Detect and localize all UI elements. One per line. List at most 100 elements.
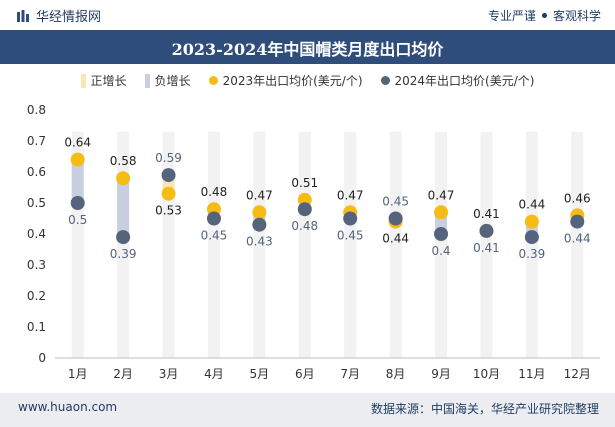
data-label-2024: 0.4 <box>431 244 450 258</box>
separator-dot-icon <box>541 13 547 18</box>
y-tick-label: 0.8 <box>27 103 46 117</box>
data-label-2023: 0.44 <box>519 198 546 212</box>
point-2024 <box>206 211 221 226</box>
x-tick-label: 2月 <box>113 367 133 381</box>
brand-name: 华经情报网 <box>36 10 102 25</box>
x-tick-label: 1月 <box>68 367 88 381</box>
y-tick-label: 0 <box>38 351 46 365</box>
point-2024 <box>388 211 403 226</box>
brand-logo-icon <box>17 9 29 22</box>
data-label-2024: 0.43 <box>246 235 273 249</box>
data-label-2023: 0.53 <box>155 204 182 218</box>
data-label-2023: 0.47 <box>246 188 273 202</box>
data-label-2023: 0.51 <box>291 176 318 190</box>
x-tick-label: 7月 <box>340 367 360 381</box>
point-2023 <box>524 214 539 229</box>
y-tick-label: 0.1 <box>27 320 46 334</box>
x-tick-label: 5月 <box>250 367 270 381</box>
change-bar-negative <box>71 159 84 203</box>
data-label-2024: 0.39 <box>110 247 137 261</box>
data-label-2024: 0.39 <box>519 247 546 261</box>
legend-label-negative: 负增长 <box>154 74 191 88</box>
data-label-2024: 0.5 <box>68 213 87 227</box>
point-2023 <box>161 186 176 201</box>
top-bar: 华经情报网 专业严谨 客观科学 <box>0 0 615 30</box>
category-band <box>480 131 493 358</box>
tagline-right: 客观科学 <box>552 9 601 23</box>
footer-source: 数据来源：中国海关，华经产业研究院整理 <box>370 402 599 416</box>
point-2024 <box>161 168 176 183</box>
point-2024 <box>297 202 312 217</box>
data-label-2024: 0.41 <box>473 241 500 255</box>
data-label-2024: 0.44 <box>564 232 591 246</box>
legend-item-negative: 负增长 <box>144 72 191 89</box>
data-label-2023: 0.46 <box>564 191 591 205</box>
point-2024 <box>524 230 539 245</box>
category-band <box>344 131 357 358</box>
y-tick-label: 0.2 <box>27 289 46 303</box>
point-2023 <box>70 152 85 167</box>
point-2024 <box>116 230 131 245</box>
y-tick-label: 0.7 <box>27 134 46 148</box>
category-band <box>525 131 538 358</box>
point-2024 <box>70 196 85 210</box>
point-2023 <box>116 171 131 186</box>
legend-swatch-2024 <box>380 76 390 85</box>
change-bar-negative <box>117 178 130 238</box>
point-2024 <box>252 217 267 232</box>
category-band <box>298 131 311 358</box>
brand: 华经情报网 <box>16 6 101 25</box>
legend-swatch-2023 <box>208 76 218 85</box>
y-tick-label: 0.6 <box>27 165 46 179</box>
x-tick-label: 3月 <box>159 367 179 381</box>
legend-item-2023: 2023年出口均价(美元/个) <box>208 72 363 89</box>
data-label-2023: 0.41 <box>473 207 500 221</box>
y-tick-label: 0.3 <box>27 258 46 272</box>
legend-swatch-negative <box>144 73 150 88</box>
legend-label-2024: 2024年出口均价(美元/个) <box>394 74 535 88</box>
y-tick-label: 0.4 <box>27 227 46 241</box>
data-label-2023: 0.47 <box>428 188 455 202</box>
category-band <box>389 131 402 358</box>
data-label-2023: 0.48 <box>201 185 228 199</box>
y-tick-label: 0.5 <box>27 196 46 210</box>
data-label-2023: 0.47 <box>337 188 364 202</box>
point-2024 <box>434 227 449 241</box>
point-2024 <box>479 223 494 238</box>
chart-title: 2023-2024年中国帽类月度出口均价 <box>171 40 444 59</box>
category-band <box>435 131 448 358</box>
point-2024 <box>343 211 358 226</box>
legend-label-positive: 正增长 <box>90 74 127 88</box>
x-tick-label: 4月 <box>204 367 224 381</box>
point-2023 <box>252 205 267 220</box>
legend-item-2024: 2024年出口均价(美元/个) <box>380 72 535 89</box>
data-label-2024: 0.45 <box>201 229 228 243</box>
x-tick-label: 10月 <box>473 367 500 381</box>
title-bar <box>0 30 615 64</box>
category-band <box>571 131 584 358</box>
x-tick-label: 12月 <box>564 367 591 381</box>
data-label-2023: 0.64 <box>64 136 91 150</box>
data-label-2024: 0.59 <box>155 151 182 165</box>
chart-legend: 正增长 负增长 2023年出口均价(美元/个) 2024年出口均价(美元/个) <box>0 72 615 89</box>
data-label-2024: 0.45 <box>382 195 409 209</box>
category-band <box>207 131 220 358</box>
legend-swatch-positive <box>80 73 86 88</box>
data-label-2024: 0.45 <box>337 229 364 243</box>
data-label-2023: 0.58 <box>110 154 137 168</box>
x-tick-label: 6月 <box>295 367 315 381</box>
footer-bar <box>0 393 615 427</box>
point-2023 <box>434 205 449 220</box>
x-tick-label: 9月 <box>431 367 451 381</box>
category-band <box>162 131 175 358</box>
tagline: 专业严谨 客观科学 <box>488 7 601 24</box>
tagline-left: 专业严谨 <box>487 9 536 23</box>
legend-item-positive: 正增长 <box>80 72 127 89</box>
category-band <box>253 131 266 358</box>
x-tick-label: 8月 <box>386 367 406 381</box>
legend-label-2023: 2023年出口均价(美元/个) <box>222 74 363 88</box>
point-2024 <box>570 214 585 229</box>
data-label-2024: 0.48 <box>291 219 318 233</box>
x-tick-label: 11月 <box>518 367 545 381</box>
